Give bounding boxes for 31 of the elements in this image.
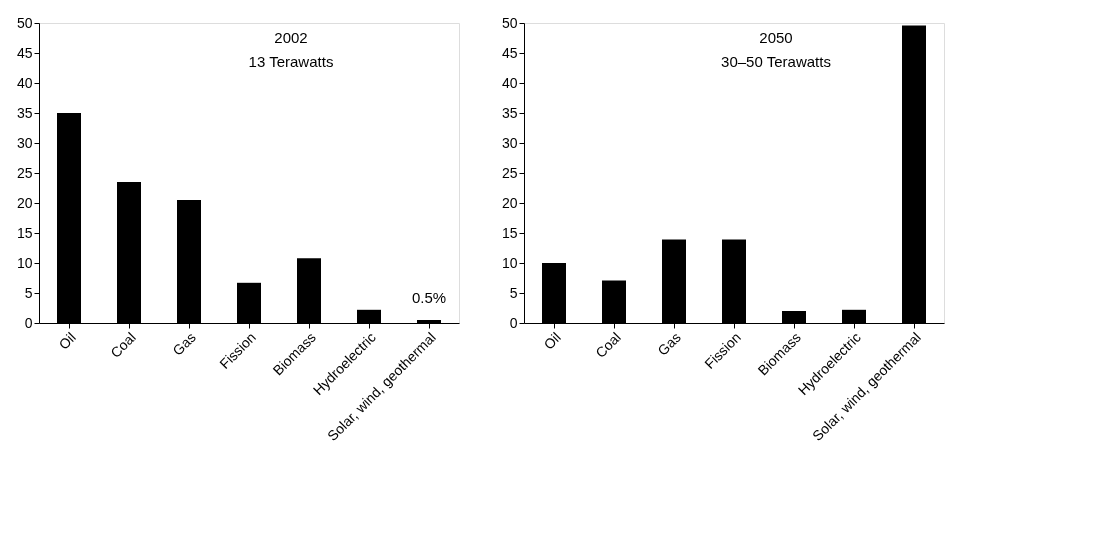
y-tick-label: 20	[501, 194, 518, 211]
y-tick-label: 0	[509, 314, 518, 331]
y-tick-label: 25	[501, 164, 518, 181]
y-tick-label: 20	[16, 194, 33, 211]
y-tick-label: 35	[501, 104, 518, 121]
y-tick-label: 5	[24, 284, 33, 301]
y-tick-label: 50	[16, 14, 33, 31]
y-tick-label: 50	[501, 14, 518, 31]
text: 13 Terawatts	[248, 53, 334, 70]
y-tick-label: 40	[501, 74, 518, 91]
text: 30–50 Terawatts	[721, 53, 831, 70]
x-tick-label: Gas	[169, 329, 199, 359]
y-tick-label: 0	[24, 314, 33, 331]
y-tick-label: 10	[501, 254, 518, 271]
y-tick-label: 30	[501, 134, 518, 151]
y-tick-label: 45	[501, 44, 518, 61]
y-tick-label: 15	[501, 224, 518, 241]
chart-title: 2050	[759, 29, 793, 46]
y-tick-label: 25	[16, 164, 33, 181]
x-tick-label: Oil	[540, 329, 564, 353]
x-tick-label: Gas	[654, 329, 684, 359]
y-tick-label: 45	[16, 44, 33, 61]
annotation: 0.5%	[411, 289, 447, 306]
y-tick-label: 35	[16, 104, 33, 121]
y-tick-label: 10	[16, 254, 33, 271]
y-tick-label: 15	[16, 224, 33, 241]
y-tick-label: 5	[509, 284, 518, 301]
x-tick-label: Oil	[55, 329, 79, 353]
y-tick-label: 40	[16, 74, 33, 91]
y-tick-label: 30	[16, 134, 33, 151]
chart-title: 2002	[274, 29, 308, 46]
